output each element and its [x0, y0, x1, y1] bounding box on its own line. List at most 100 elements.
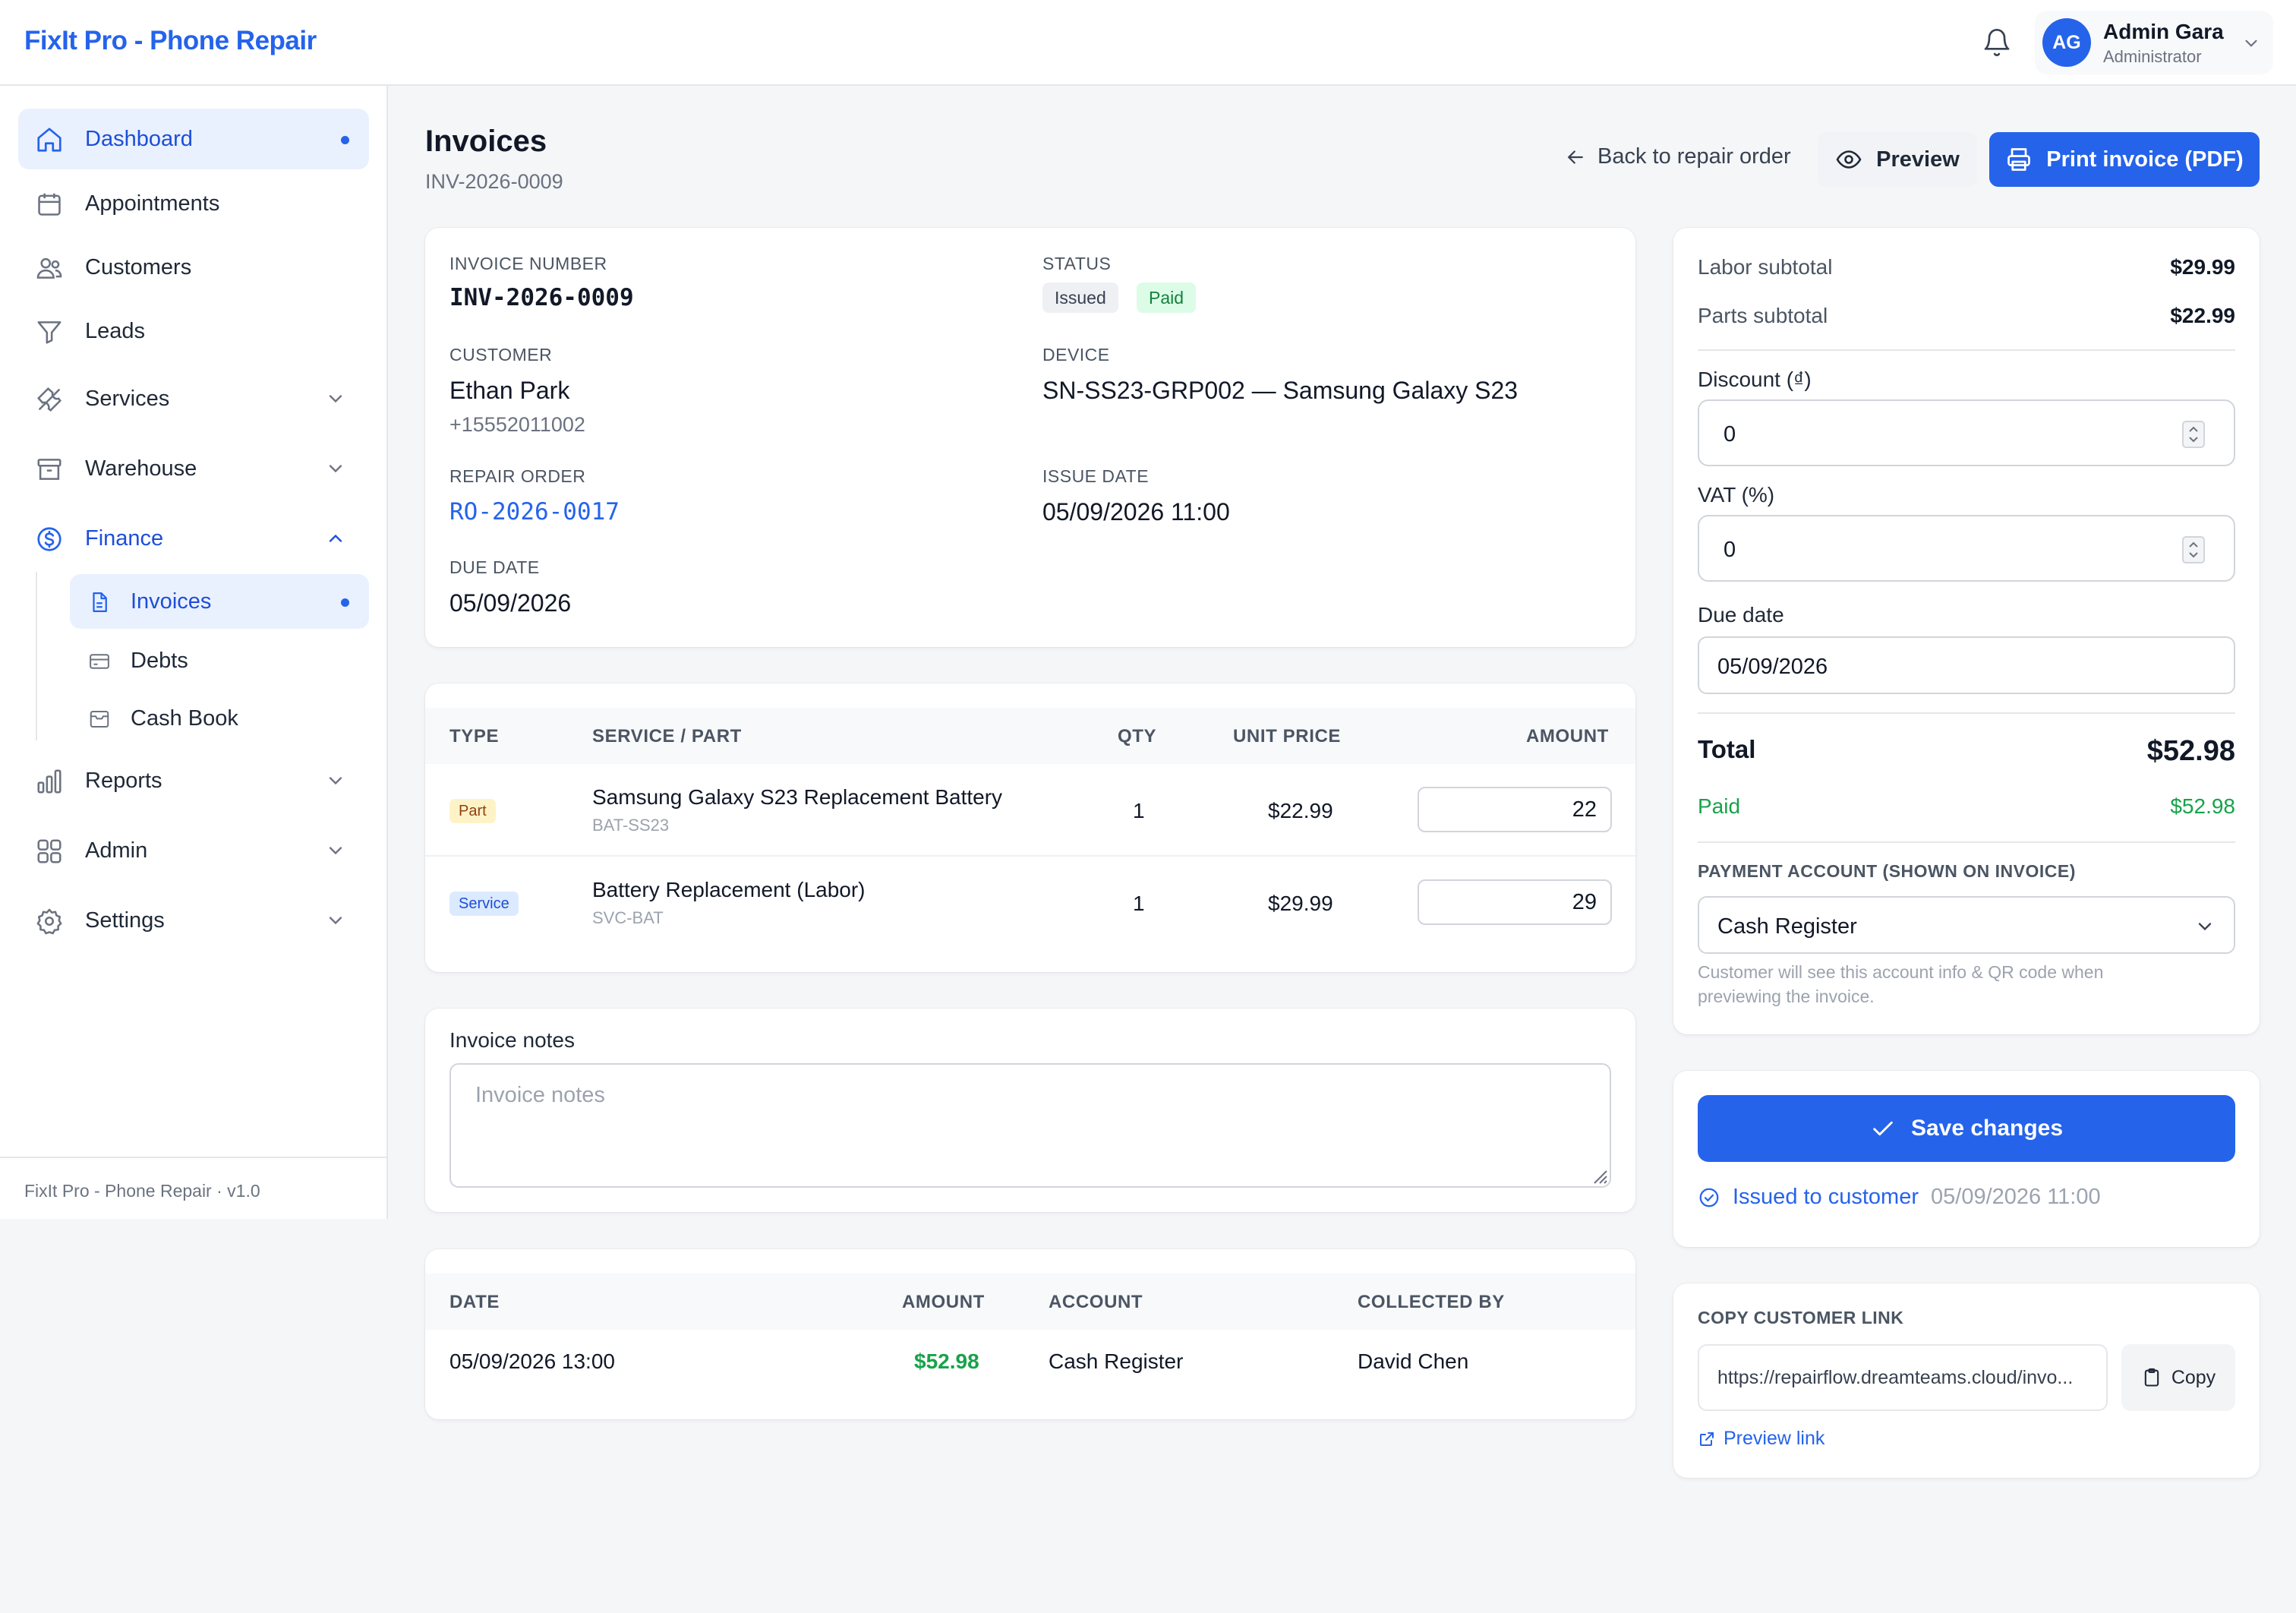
sidebar-item-warehouse[interactable]: Warehouse [18, 438, 369, 499]
sidebar-item-services[interactable]: Services [18, 368, 369, 429]
discount-input[interactable]: 0 [1698, 399, 2235, 466]
type-tag-service: Service [449, 892, 519, 916]
check-icon [1870, 1116, 1896, 1141]
amount-input[interactable]: 22 [1418, 787, 1612, 832]
mail-icon [88, 708, 111, 731]
bell-icon[interactable] [1982, 27, 2012, 58]
user-role: Administrator [2103, 47, 2202, 66]
item-code: SVC-BAT [592, 908, 664, 927]
repair-order-link[interactable]: RO-2026-0017 [449, 498, 620, 526]
dollar-circle-icon [35, 525, 64, 554]
version-label: FixIt Pro - Phone Repair · v1.0 [24, 1181, 260, 1201]
payment-account-help: Customer will see this account info & QR… [1698, 962, 2104, 1006]
calendar-icon [35, 190, 64, 219]
column-header: QTY [1118, 726, 1157, 747]
due-date-input[interactable]: 05/09/2026 [1698, 636, 2235, 694]
user-name: Admin Gara [2103, 20, 2224, 43]
users-icon [35, 254, 64, 283]
item-name: Battery Replacement (Labor) [592, 878, 866, 901]
amount-input[interactable]: 29 [1418, 879, 1612, 925]
sidebar-item-label: Appointments [85, 191, 220, 216]
status-badge-issued: Issued [1042, 283, 1118, 313]
row-divider [425, 855, 1635, 857]
customer-phone: +15552011002 [449, 413, 585, 436]
page-title: Invoices [425, 125, 547, 158]
notes-label: Invoice notes [449, 1028, 575, 1052]
eye-icon [1835, 146, 1862, 173]
vat-input[interactable]: 0 [1698, 515, 2235, 582]
due-date-label: Due date [1698, 603, 1784, 627]
payment-account: Cash Register [1049, 1349, 1184, 1373]
payment-collected-by: David Chen [1358, 1349, 1469, 1373]
column-header: COLLECTED BY [1358, 1292, 1505, 1312]
sidebar-item-appointments[interactable]: Appointments [18, 173, 369, 234]
copy-button[interactable]: Copy [2121, 1344, 2235, 1411]
sidebar-item-leads[interactable]: Leads [18, 301, 369, 361]
sidebar-item-label: Invoices [131, 589, 212, 614]
print-invoice-button[interactable]: Print invoice (PDF) [1989, 132, 2260, 187]
page-subtitle: INV-2026-0009 [425, 170, 563, 193]
customer-name: Ethan Park [449, 377, 570, 404]
chevron-down-icon [325, 458, 346, 479]
column-header: UNIT PRICE [1233, 726, 1342, 747]
vat-label: VAT (%) [1698, 483, 1775, 507]
chevron-up-icon [325, 528, 346, 549]
avatar: AG [2042, 18, 2091, 67]
grid-icon [35, 837, 64, 866]
sidebar-item-finance[interactable]: Finance [18, 508, 369, 569]
save-changes-button[interactable]: Save changes [1698, 1095, 2235, 1162]
invoice-number: INV-2026-0009 [449, 284, 634, 311]
sidebar-item-label: Admin [85, 838, 148, 863]
preview-link[interactable]: Preview link [1698, 1428, 1824, 1450]
total-value: $52.98 [2146, 735, 2235, 767]
table-header: TYPE SERVICE / PART QTY UNIT PRICE AMOUN… [425, 708, 1635, 764]
parts-subtotal-label: Parts subtotal [1698, 304, 1828, 327]
column-header: SERVICE / PART [592, 726, 742, 747]
sidebar-item-cash-book[interactable]: Cash Book [70, 691, 369, 746]
invoice-notes-textarea[interactable]: Invoice notes [449, 1063, 1611, 1188]
sidebar-item-invoices[interactable]: Invoices [70, 574, 369, 629]
sidebar-item-settings[interactable]: Settings [18, 890, 369, 951]
app-brand[interactable]: FixIt Pro - Phone Repair [24, 26, 317, 55]
invoice-number-label: INVOICE NUMBER [449, 254, 607, 273]
active-dot [341, 136, 349, 144]
sidebar-item-customers[interactable]: Customers [18, 237, 369, 298]
archive-icon [35, 455, 64, 484]
sidebar-item-label: Leads [85, 319, 146, 343]
stepper-icon[interactable] [2182, 536, 2205, 563]
payment-account-value: Cash Register [1717, 914, 1857, 939]
document-icon [88, 591, 111, 614]
issued-label: Issued to customer [1733, 1185, 1919, 1209]
home-icon [35, 125, 64, 154]
sidebar-item-label: Customers [85, 255, 192, 279]
payment-account-select[interactable]: Cash Register [1698, 896, 2235, 954]
sidebar-item-admin[interactable]: Admin [18, 820, 369, 881]
resize-handle-icon[interactable] [1591, 1168, 1608, 1185]
sidebar-item-reports[interactable]: Reports [18, 750, 369, 811]
status-label: STATUS [1042, 254, 1112, 273]
sidebar-item-label: Reports [85, 769, 162, 793]
item-unit-price: $29.99 [1268, 892, 1333, 915]
column-header: TYPE [449, 726, 500, 747]
sidebar-item-dashboard[interactable]: Dashboard [18, 109, 369, 169]
sidebar-item-label: Warehouse [85, 456, 197, 481]
customer-link-input[interactable]: https://repairflow.dreamteams.cloud/invo… [1698, 1344, 2108, 1411]
stepper-icon[interactable] [2182, 421, 2205, 448]
copy-link-label: COPY CUSTOMER LINK [1698, 1308, 1904, 1327]
paid-value: $52.98 [2170, 794, 2235, 818]
preview-button[interactable]: Preview [1818, 132, 1977, 187]
device-value: SN-SS23-GRP002 — Samsung Galaxy S23 [1042, 377, 1519, 404]
parts-subtotal-value: $22.99 [2170, 304, 2235, 327]
labor-subtotal-value: $29.99 [2170, 255, 2235, 279]
actions-card: Save changes Issued to customer 05/09/20… [1673, 1071, 2260, 1247]
vat-value: 0 [1724, 538, 1736, 562]
sidebar-item-label: Finance [85, 526, 164, 551]
sidebar-item-debts[interactable]: Debts [70, 633, 369, 688]
credit-card-icon [88, 650, 111, 673]
back-to-repair-order-link[interactable]: Back to repair order [1564, 144, 1791, 169]
copy-label: Copy [2171, 1366, 2216, 1388]
discount-label: Discount (₫) [1698, 368, 1812, 391]
item-name: Samsung Galaxy S23 Replacement Battery [592, 785, 1003, 809]
user-menu[interactable]: AG Admin Gara Administrator [2035, 11, 2273, 74]
column-header: AMOUNT [902, 1292, 985, 1312]
